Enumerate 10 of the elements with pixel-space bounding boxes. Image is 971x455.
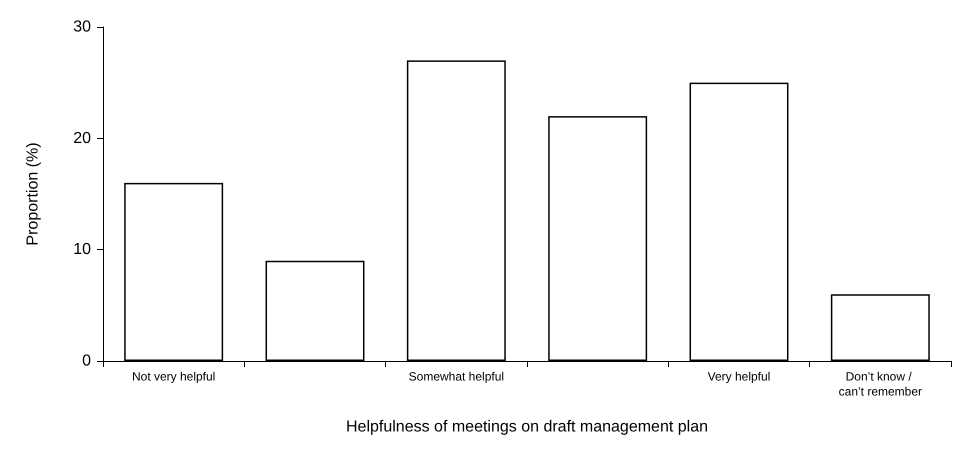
x-tick-label: Not very helpful [132,370,216,384]
x-axis-title: Helpfulness of meetings on draft management plan [346,418,708,436]
x-tick-label: Don’t know / can’t remember [838,370,922,398]
y-axis-title: Proportion (%) [24,142,42,246]
x-tick-label: Very helpful [708,370,770,384]
y-tick-label: 20 [73,130,92,147]
y-tick-label: 30 [73,18,92,36]
x-tick-label: Somewhat helpful [408,370,504,384]
y-tick-label: 10 [73,241,92,258]
y-tick-label: 0 [82,352,92,370]
